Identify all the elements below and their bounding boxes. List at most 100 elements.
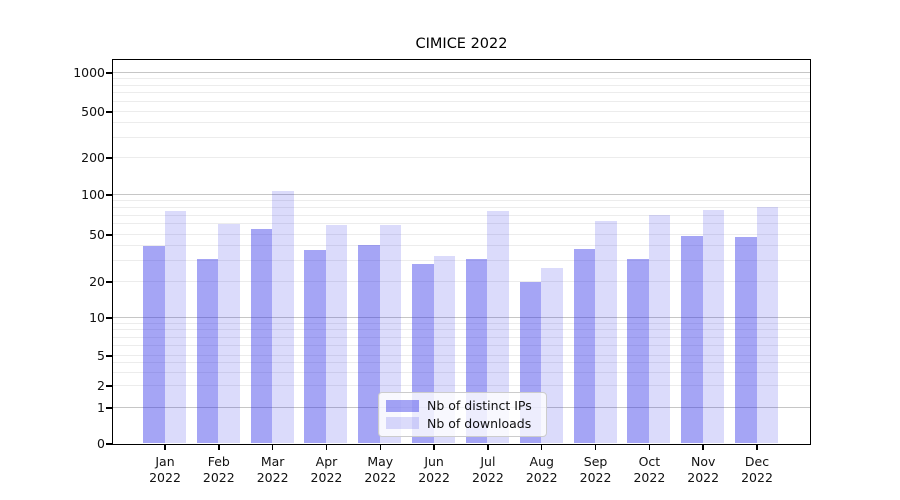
gridline-major <box>113 194 810 195</box>
gridline-minor <box>113 355 810 356</box>
x-tick <box>540 445 543 450</box>
y-tick-label: 1 <box>97 400 105 415</box>
x-tick <box>756 445 758 450</box>
plot-area <box>112 59 811 445</box>
x-tick-label: Aug 2022 <box>514 454 570 487</box>
y-tick <box>106 72 112 74</box>
x-tick-label: May 2022 <box>352 454 408 487</box>
gridline-minor <box>113 329 810 331</box>
gridline-minor <box>113 336 810 338</box>
x-tick-year: 2022 <box>741 469 773 485</box>
bar-downloads <box>379 224 402 443</box>
legend-item: Nb of downloads <box>386 416 538 431</box>
legend-swatch <box>386 417 419 430</box>
bar-downloads <box>756 207 779 443</box>
chart-title: CIMICE 2022 <box>415 36 508 52</box>
x-tick-month: Nov <box>690 453 716 469</box>
x-tick-label: Jan 2022 <box>137 454 193 487</box>
gridline-major <box>113 72 810 73</box>
gridline-minor <box>113 371 810 373</box>
bar-distinct-ips <box>627 259 649 443</box>
gridline-minor <box>113 92 810 94</box>
gridline-minor <box>113 223 810 225</box>
gridline-minor <box>113 345 810 346</box>
y-tick-label: 2 <box>97 378 105 393</box>
gridline-minor <box>113 84 810 86</box>
y-tick-label: 0 <box>97 436 105 451</box>
y-tick <box>106 281 112 283</box>
bar-distinct-ips <box>735 236 757 443</box>
x-tick <box>164 445 166 450</box>
bar-downloads <box>272 190 294 443</box>
x-tick-month: Mar <box>260 453 285 469</box>
gridline-minor <box>113 206 810 208</box>
x-tick-month: Jul <box>480 453 496 469</box>
gridline-minor <box>113 260 810 262</box>
y-tick-label: 20 <box>89 274 105 289</box>
x-tick-month: Jun <box>424 453 444 469</box>
y-tick-label: 50 <box>89 227 105 242</box>
bar-distinct-ips <box>681 235 703 443</box>
bar-distinct-ips <box>358 244 380 443</box>
x-tick-month: Oct <box>638 453 661 469</box>
bar-downloads <box>595 221 617 443</box>
x-tick-year: 2022 <box>364 469 397 485</box>
y-tick-label: 200 <box>81 150 105 165</box>
x-tick <box>702 445 704 450</box>
bar-downloads <box>702 209 725 443</box>
x-tick-year: 2022 <box>202 469 235 485</box>
gridline-minor <box>113 136 810 138</box>
gridline-minor <box>113 214 810 216</box>
x-tick <box>218 445 220 450</box>
x-tick-label: Mar 2022 <box>245 454 301 487</box>
x-tick-month: Dec <box>744 453 770 469</box>
bar-distinct-ips <box>196 259 219 443</box>
y-tick <box>106 234 112 236</box>
x-tick-month: Sep <box>583 453 608 469</box>
gridline-minor <box>113 122 810 124</box>
y-tick-label: 100 <box>81 187 105 202</box>
gridline-minor <box>113 100 810 102</box>
bar-distinct-ips <box>143 245 165 443</box>
x-tick-label: Sep 2022 <box>568 454 624 487</box>
x-tick-year: 2022 <box>687 469 720 485</box>
x-tick-month: May <box>367 453 394 469</box>
x-tick-year: 2022 <box>525 469 558 485</box>
legend-swatch <box>386 399 419 412</box>
legend-label: Nb of distinct IPs <box>427 398 532 414</box>
bar-distinct-ips <box>250 228 273 443</box>
x-tick-year: 2022 <box>418 469 450 485</box>
gridline-minor <box>113 77 810 79</box>
gridline-minor <box>113 234 810 235</box>
gridline-minor <box>113 281 810 282</box>
y-tick-label: 500 <box>81 104 105 119</box>
x-tick-year: 2022 <box>472 469 504 485</box>
x-tick-year: 2022 <box>256 469 289 485</box>
gridline-minor <box>113 245 810 247</box>
x-tick-label: Jun 2022 <box>406 454 462 487</box>
y-tick-label: 1000 <box>73 65 105 80</box>
x-tick-label: Apr 2022 <box>298 454 354 487</box>
bar-downloads <box>648 215 671 443</box>
y-tick <box>106 157 112 159</box>
y-tick <box>106 111 112 113</box>
x-tick <box>271 445 274 450</box>
gridline-minor <box>113 322 810 324</box>
bar-downloads <box>487 211 509 443</box>
x-tick-month: Jan <box>155 453 175 469</box>
gridline-minor <box>113 111 810 112</box>
x-tick-label: Jul 2022 <box>460 454 516 487</box>
bar-downloads <box>325 224 348 443</box>
gridline-minor <box>113 200 810 202</box>
x-tick-label: Nov 2022 <box>675 454 731 487</box>
x-tick <box>487 445 489 450</box>
legend-item: Nb of distinct IPs <box>386 398 538 413</box>
x-tick-year: 2022 <box>633 469 666 485</box>
x-tick-label: Dec 2022 <box>729 454 785 487</box>
y-tick-label: 10 <box>89 310 105 325</box>
gridline-minor <box>113 362 810 364</box>
y-tick <box>106 385 112 387</box>
x-tick-year: 2022 <box>579 469 612 485</box>
x-tick <box>433 445 435 450</box>
